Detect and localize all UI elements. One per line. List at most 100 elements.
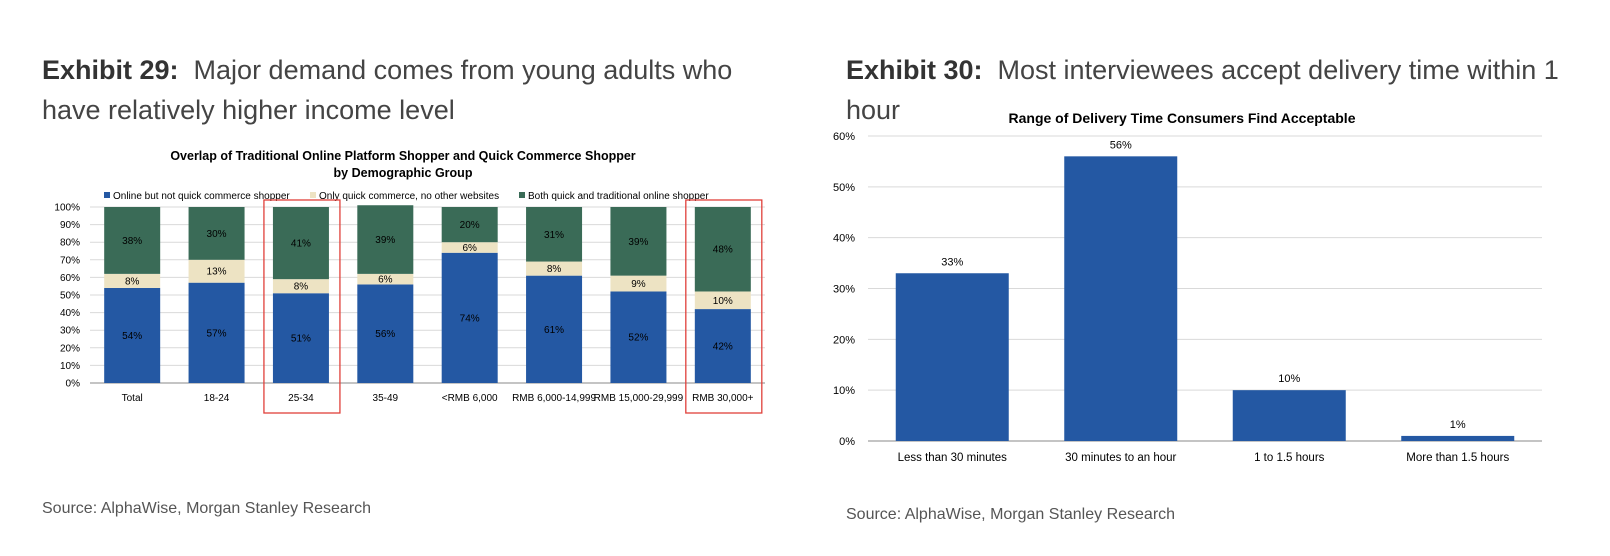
bar-segment-online bbox=[610, 291, 667, 383]
data-label: 61% bbox=[544, 325, 564, 336]
x-tick-label: 18-24 bbox=[204, 393, 230, 404]
y-tick-label: 70% bbox=[60, 255, 80, 266]
x-tick-label: RMB 15,000-29,999 bbox=[594, 393, 684, 404]
legend-item-both: Both quick and traditional online shoppe… bbox=[528, 191, 709, 202]
bar-segment-quick-only bbox=[104, 273, 161, 288]
legend-swatch-green bbox=[519, 192, 525, 198]
y-tick-label: 10% bbox=[60, 361, 80, 372]
x-tick-label: 35-49 bbox=[373, 393, 399, 404]
x-tick-label: RMB 30,000+ bbox=[692, 393, 754, 404]
x-tick-label: Total bbox=[122, 393, 143, 404]
data-label: 10% bbox=[713, 296, 733, 307]
bar-segment-online bbox=[272, 293, 329, 383]
y-tick-label: 30% bbox=[60, 326, 80, 337]
bar-segment-quick-only bbox=[694, 291, 751, 310]
bar bbox=[895, 273, 1009, 441]
data-label: 48% bbox=[713, 245, 733, 256]
legend-item-online: Online but not quick commerce shopper bbox=[113, 191, 290, 202]
y-tick-label: 80% bbox=[60, 238, 80, 249]
x-tick-label: RMB 6,000-14,999 bbox=[512, 393, 596, 404]
data-label: 74% bbox=[460, 313, 480, 324]
bar-segment-both bbox=[526, 207, 583, 262]
data-label: 10% bbox=[1278, 373, 1300, 385]
bar-segment-quick-only bbox=[610, 275, 667, 292]
y-tick-label: 60% bbox=[833, 131, 855, 143]
exhibit-29-heading: Major demand comes from young adults who… bbox=[42, 55, 733, 125]
data-label: 13% bbox=[207, 267, 227, 278]
y-tick-label: 30% bbox=[833, 284, 855, 296]
data-label: 1% bbox=[1450, 419, 1466, 431]
x-tick-label: 25-34 bbox=[288, 393, 314, 404]
y-tick-label: 60% bbox=[60, 273, 80, 284]
data-label: 6% bbox=[378, 275, 393, 286]
data-label: 38% bbox=[122, 236, 142, 247]
y-tick-label: 40% bbox=[833, 233, 855, 245]
chart1-highlight-boxes bbox=[263, 199, 763, 414]
exhibit-29-panel: Exhibit 29: Major demand comes from youn… bbox=[0, 0, 790, 556]
legend-swatch-cream bbox=[310, 192, 316, 198]
bar bbox=[1232, 390, 1346, 441]
chart2-bars: 33% 56% 10% 1% bbox=[895, 139, 1515, 442]
chart1-bars: 54% 8% 38% 57% 13% 30% 51% 8% 41% 56% 6% 39% 74% 6% 20… bbox=[104, 205, 751, 383]
data-label: 54% bbox=[122, 331, 142, 342]
exhibit-30-source: Source: AlphaWise, Morgan Stanley Resear… bbox=[846, 506, 1176, 523]
data-label: 31% bbox=[544, 230, 564, 241]
stacked-bar-chart: Overlap of Traditional Online Platform S… bbox=[54, 149, 765, 414]
y-tick-label: 50% bbox=[833, 182, 855, 194]
exhibit-29-source: Source: AlphaWise, Morgan Stanley Resear… bbox=[42, 500, 372, 517]
bar-segment-online bbox=[694, 309, 751, 383]
bar bbox=[1401, 435, 1515, 441]
bar-segment-both bbox=[272, 207, 329, 280]
y-tick-label: 0% bbox=[66, 379, 81, 390]
bar-segment-both bbox=[188, 207, 245, 260]
bar-segment-both bbox=[441, 207, 498, 243]
chart1-subtitle: by Demographic Group bbox=[334, 166, 473, 180]
exhibit-30-title: Exhibit 30: Most interviewees accept del… bbox=[846, 50, 1606, 130]
bar-segment-online bbox=[526, 275, 583, 383]
bar-segment-both bbox=[694, 207, 751, 292]
data-label: 56% bbox=[375, 329, 395, 340]
data-label: 6% bbox=[462, 243, 477, 254]
chart1-x-axis: Total 18-24 25-34 35-49 <RMB 6,000 RMB 6,000-… bbox=[122, 393, 754, 404]
chart2-x-axis: Less than 30 minutes 30 minutes to an hou… bbox=[898, 452, 1510, 464]
highlight-box bbox=[263, 199, 341, 414]
y-tick-label: 90% bbox=[60, 220, 80, 231]
chart2-title: Range of Delivery Time Consumers Find Ac… bbox=[1009, 110, 1356, 126]
chart1-title: Overlap of Traditional Online Platform S… bbox=[170, 149, 635, 163]
exhibit-30-label: Exhibit 30: bbox=[846, 55, 983, 85]
x-tick-label: More than 1.5 hours bbox=[1406, 452, 1509, 464]
data-label: 42% bbox=[713, 342, 733, 353]
y-tick-label: 50% bbox=[60, 291, 80, 302]
y-tick-label: 40% bbox=[60, 308, 80, 319]
y-tick-label: 20% bbox=[60, 343, 80, 354]
bar-segment-quick-only bbox=[526, 261, 583, 276]
data-label: 56% bbox=[1110, 139, 1132, 151]
bar-segment-online bbox=[188, 282, 245, 383]
exhibit-30-panel: Exhibit 30: Most interviewees accept del… bbox=[810, 0, 1610, 556]
x-tick-label: 1 to 1.5 hours bbox=[1254, 452, 1325, 464]
data-label: 52% bbox=[628, 333, 648, 344]
bar-segment-online bbox=[441, 252, 498, 383]
data-label: 33% bbox=[941, 256, 963, 268]
data-label: 39% bbox=[628, 237, 648, 248]
bar-segment-online bbox=[104, 287, 161, 383]
data-label: 8% bbox=[294, 282, 309, 293]
y-tick-label: 20% bbox=[833, 334, 855, 346]
data-label: 8% bbox=[125, 276, 140, 287]
data-label: 41% bbox=[291, 239, 311, 250]
exhibit-29-title: Exhibit 29: Major demand comes from youn… bbox=[42, 50, 782, 130]
data-label: 51% bbox=[291, 334, 311, 345]
chart1-legend: Online but not quick commerce shopper On… bbox=[104, 191, 709, 202]
bar-segment-quick-only bbox=[357, 273, 414, 285]
bar-segment-quick-only bbox=[272, 279, 329, 294]
data-label: 20% bbox=[460, 220, 480, 231]
data-label: 57% bbox=[207, 328, 227, 339]
bar-segment-both bbox=[104, 207, 161, 274]
data-label: 8% bbox=[547, 264, 562, 275]
bar-segment-both bbox=[610, 207, 667, 276]
x-tick-label: Less than 30 minutes bbox=[898, 452, 1008, 464]
y-tick-label: 10% bbox=[833, 385, 855, 397]
bar-segment-quick-only bbox=[188, 259, 245, 283]
exhibit-30-heading: Most interviewees accept delivery time w… bbox=[846, 55, 1559, 125]
data-label: 39% bbox=[375, 235, 395, 246]
